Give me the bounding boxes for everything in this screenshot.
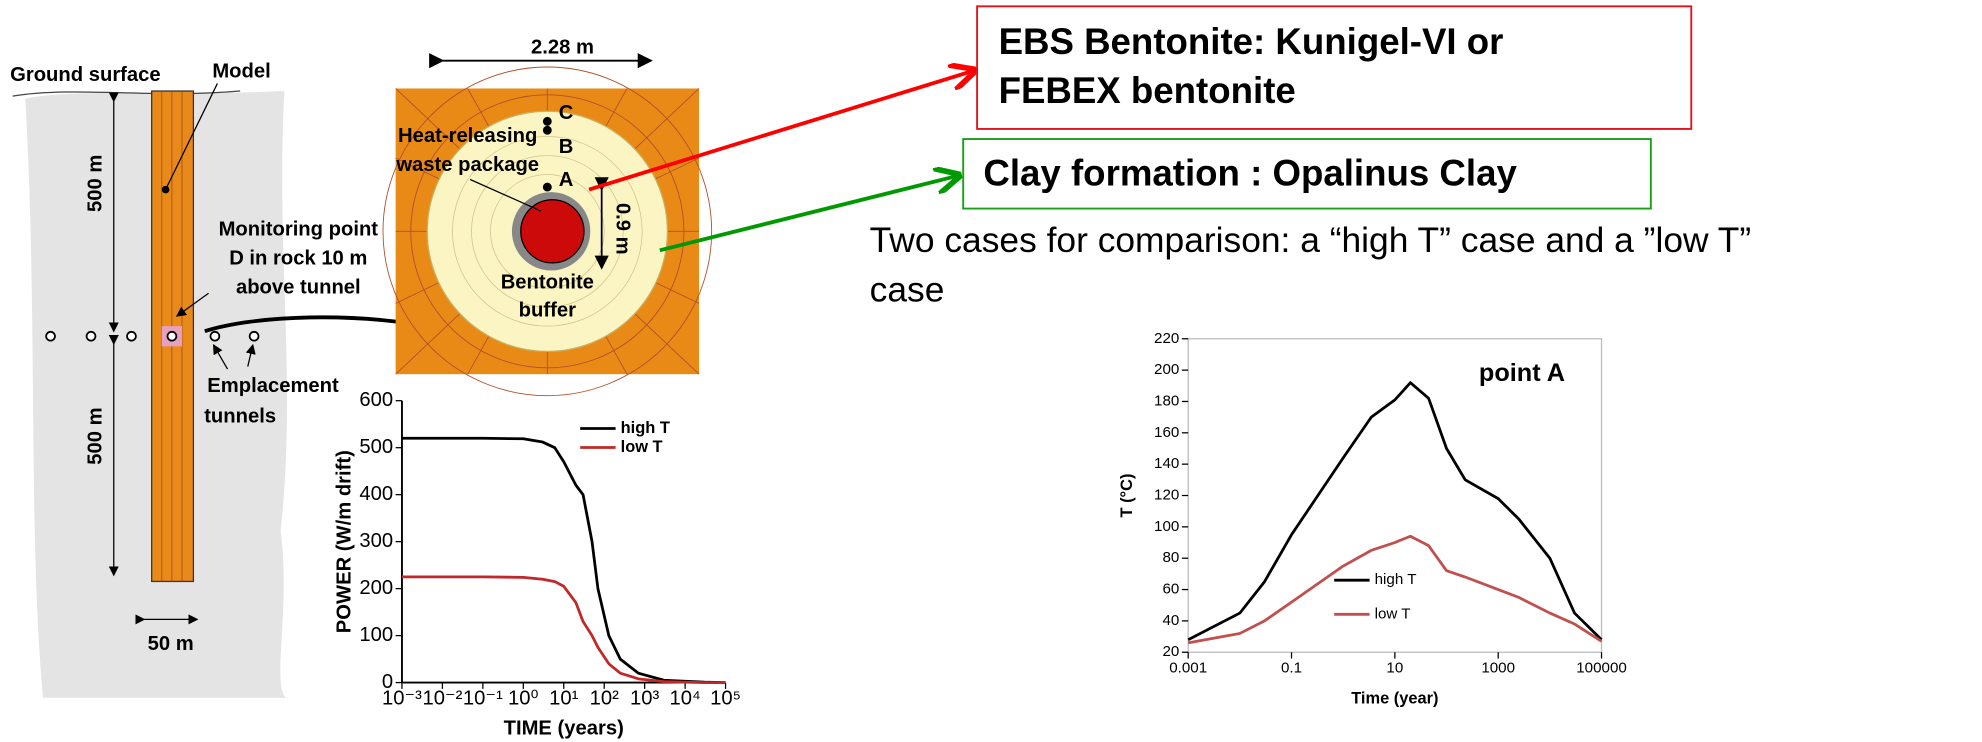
legend-label: high T bbox=[621, 419, 670, 437]
y-axis-title: POWER (W/m drift) bbox=[333, 450, 355, 633]
series-line bbox=[1188, 383, 1601, 640]
ebs-text: EBS Bentonite: Kunigel-VI or bbox=[999, 21, 1504, 62]
x-axis-title: Time (year) bbox=[1351, 689, 1438, 707]
point-c bbox=[543, 117, 552, 126]
y-tick-label: 180 bbox=[1154, 392, 1179, 409]
tunnels-label: tunnels bbox=[204, 405, 276, 427]
y-tick-label: 60 bbox=[1162, 581, 1179, 598]
y-tick-label: 120 bbox=[1154, 487, 1179, 504]
x-tick-label: 10⁻³ bbox=[382, 687, 422, 709]
y-tick-label: 200 bbox=[359, 577, 393, 599]
series-line bbox=[402, 438, 726, 682]
y-tick-label: 100 bbox=[1154, 518, 1179, 535]
ground-surface-label: Ground surface bbox=[10, 64, 161, 86]
y-tick-label: 220 bbox=[1154, 330, 1179, 347]
x-tick-label: 1000 bbox=[1481, 660, 1515, 677]
y-tick-label: 100 bbox=[359, 624, 393, 646]
buffer-label: buffer bbox=[519, 299, 576, 321]
point-b-label: B bbox=[559, 136, 574, 158]
series-line bbox=[402, 577, 726, 683]
y-tick-label: 40 bbox=[1162, 612, 1179, 629]
x-tick-label: 10⁻² bbox=[422, 687, 462, 709]
slide: Ground surface Model 500 m 500 m Monitor… bbox=[0, 0, 1982, 742]
leader-dot bbox=[162, 186, 170, 194]
annotation: point A bbox=[1479, 359, 1565, 387]
x-tick-label: 10⁰ bbox=[508, 687, 539, 709]
legend-label: high T bbox=[1375, 571, 1417, 588]
monitoring-label: D in rock 10 m bbox=[229, 247, 367, 269]
x-tick-label: 10 bbox=[1386, 660, 1403, 677]
y-tick-label: 20 bbox=[1162, 643, 1179, 660]
tunnels-label: Emplacement bbox=[207, 375, 339, 397]
section-width-label: 2.28 m bbox=[531, 36, 594, 58]
x-tick-label: 10⁴ bbox=[670, 687, 701, 709]
y-axis-title: T (°C) bbox=[1118, 474, 1136, 518]
monitoring-label: Monitoring point bbox=[219, 218, 379, 240]
x-tick-label: 10¹ bbox=[549, 687, 578, 709]
note-text: Two cases for comparison: a “high T” cas… bbox=[870, 221, 1751, 260]
y-tick-label: 400 bbox=[359, 483, 393, 505]
y-tick-label: 500 bbox=[359, 436, 393, 458]
thickness-label: 0.9 m bbox=[612, 203, 634, 255]
x-tick-label: 10² bbox=[590, 687, 619, 709]
x-tick-label: 0.001 bbox=[1169, 660, 1207, 677]
width-label: 50 m bbox=[148, 633, 194, 655]
waste-label: waste package bbox=[395, 154, 539, 176]
x-tick-label: 10⁵ bbox=[710, 687, 741, 709]
x-tick-label: 0.1 bbox=[1281, 660, 1302, 677]
buffer-label: Bentonite bbox=[501, 271, 594, 293]
clay-text: Clay formation : Opalinus Clay bbox=[983, 152, 1517, 193]
legend-label: low T bbox=[621, 438, 663, 456]
page: Ground surface Model 500 m 500 m Monitor… bbox=[0, 0, 1982, 742]
y-tick-label: 300 bbox=[359, 530, 393, 552]
y-tick-label: 200 bbox=[1154, 361, 1179, 378]
x-tick-label: 100000 bbox=[1576, 660, 1627, 677]
depth-label: 500 m bbox=[84, 407, 106, 464]
x-tick-label: 10⁻¹ bbox=[463, 687, 503, 709]
y-tick-label: 140 bbox=[1154, 455, 1179, 472]
x-axis-title: TIME (years) bbox=[504, 718, 624, 740]
model-label: Model bbox=[212, 60, 270, 82]
note-text: case bbox=[870, 270, 945, 309]
x-tick-label: 10³ bbox=[630, 687, 659, 709]
series-line bbox=[1188, 536, 1601, 643]
waste-label: Heat-releasing bbox=[398, 125, 537, 147]
point-c-label: C bbox=[559, 102, 574, 124]
waste-package bbox=[521, 200, 584, 263]
y-tick-label: 80 bbox=[1162, 549, 1179, 566]
depth-label: 500 m bbox=[84, 155, 106, 212]
legend-label: low T bbox=[1375, 605, 1411, 622]
point-a-label: A bbox=[559, 169, 574, 191]
y-tick-label: 160 bbox=[1154, 424, 1179, 441]
point-a bbox=[543, 183, 552, 192]
y-tick-label: 600 bbox=[359, 389, 393, 411]
ebs-text: FEBEX bentonite bbox=[999, 70, 1296, 111]
point-b bbox=[543, 126, 552, 135]
monitoring-label: above tunnel bbox=[236, 277, 361, 299]
